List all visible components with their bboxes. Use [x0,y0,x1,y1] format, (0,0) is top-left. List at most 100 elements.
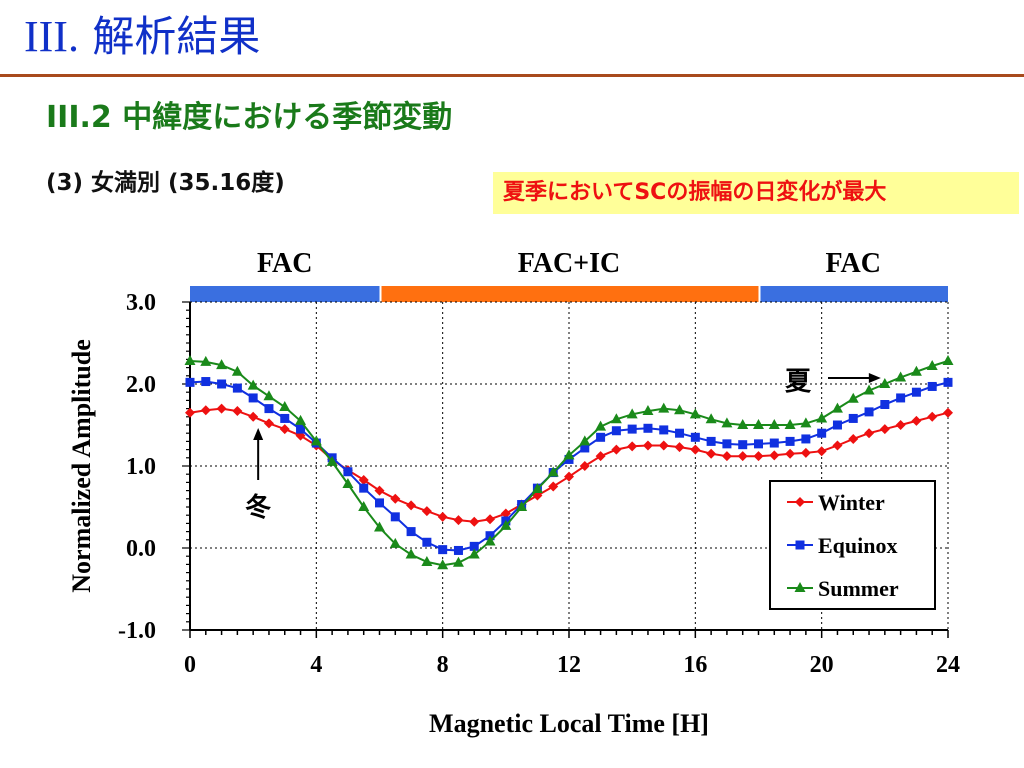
y-tick-label: 1.0 [126,454,156,480]
data-point-equinox [564,454,574,464]
data-point-summer [595,420,607,431]
data-point-summer [579,435,591,446]
data-point-equinox [580,443,590,453]
data-point-summer [326,455,338,466]
region-label: FAC+IC [518,248,621,279]
data-point-winter [737,451,748,462]
x-tick-label: 20 [810,652,834,678]
data-point-summer [895,371,907,382]
data-point-summer [231,365,243,376]
x-tick-label: 16 [683,652,707,678]
data-point-summer [295,414,307,425]
data-point-winter [232,406,243,417]
data-point-summer [705,413,717,424]
data-point-summer [737,419,749,429]
data-point-equinox [248,393,258,403]
annotation-summer-arrowhead [868,373,881,383]
data-point-winter [721,451,732,462]
data-point-equinox [453,545,463,555]
data-point-summer [468,548,480,559]
data-point-summer [831,402,843,413]
data-point-winter [879,424,890,435]
data-point-equinox [832,420,842,430]
data-point-winter [453,515,464,526]
data-point-equinox [280,413,290,423]
data-point-winter [785,448,796,459]
data-point-equinox [738,440,748,450]
data-point-equinox [864,407,874,417]
data-point-summer [452,556,464,567]
data-point-winter [216,403,227,414]
data-point-equinox [848,413,858,423]
data-point-summer [516,501,528,511]
section-subtitle: III.2 中緯度における季節変動 [46,100,453,135]
x-tick-label: 0 [184,652,196,678]
data-point-summer [342,478,354,489]
data-point-winter [927,411,938,422]
title-divider [0,74,1024,77]
data-point-summer [689,408,701,419]
data-point-summer [563,449,575,460]
region-band [381,286,759,302]
data-point-equinox [343,467,353,477]
data-point-winter [469,516,480,527]
data-point-summer [247,379,259,390]
data-point-winter [816,446,827,457]
data-point-equinox [469,541,479,551]
annotation-winter-arrowhead [253,428,264,440]
data-point-summer [879,378,891,388]
data-point-summer [216,359,228,370]
data-point-equinox [754,439,763,449]
data-point-equinox [801,434,811,444]
data-point-winter [500,508,511,519]
data-point-winter [627,441,638,452]
data-point-winter [374,485,385,496]
data-point-winter [263,418,274,429]
data-point-winter [564,471,574,482]
data-point-winter [832,440,843,451]
data-point-equinox [596,432,606,442]
region-label: FAC [257,248,312,279]
x-tick-label: 24 [936,652,960,678]
data-point-summer [753,419,764,429]
data-point-summer [642,405,654,416]
region-band [760,286,948,302]
data-point-winter [279,424,290,435]
data-point-summer [926,359,938,370]
data-point-summer [768,419,780,429]
data-point-equinox [690,432,700,442]
data-point-equinox [675,428,685,438]
data-point-winter [642,440,653,451]
slide-title-main: 解析結果 [92,12,261,61]
data-point-equinox [232,383,242,393]
data-point-winter [706,448,717,459]
data-point-equinox [264,404,274,414]
x-tick-label: 12 [557,652,581,678]
data-point-equinox [627,424,637,434]
data-point-equinox [943,377,953,387]
legend-label-equinox: Equinox [818,533,898,558]
data-point-summer [847,392,859,403]
data-point-summer [816,412,828,423]
data-point-equinox [706,436,716,446]
data-point-equinox [438,545,448,555]
data-point-winter [753,451,764,462]
y-tick-label: -1.0 [118,618,156,644]
data-point-summer [547,466,559,477]
data-point-summer [484,535,496,546]
data-point-winter [406,500,417,511]
data-point-equinox [659,425,669,435]
legend-marker-summer [794,582,806,592]
y-tick-label: 0.0 [126,536,156,562]
data-point-equinox [769,438,779,448]
annotation-winter: 冬 [245,493,271,523]
data-point-summer [405,548,417,559]
data-point-winter [864,428,875,439]
data-point-equinox [722,439,732,449]
data-point-winter [848,433,859,444]
data-point-summer [800,417,812,428]
data-point-winter [485,514,496,525]
data-point-equinox [375,498,384,508]
data-point-winter [248,411,259,422]
data-point-winter [390,493,401,504]
